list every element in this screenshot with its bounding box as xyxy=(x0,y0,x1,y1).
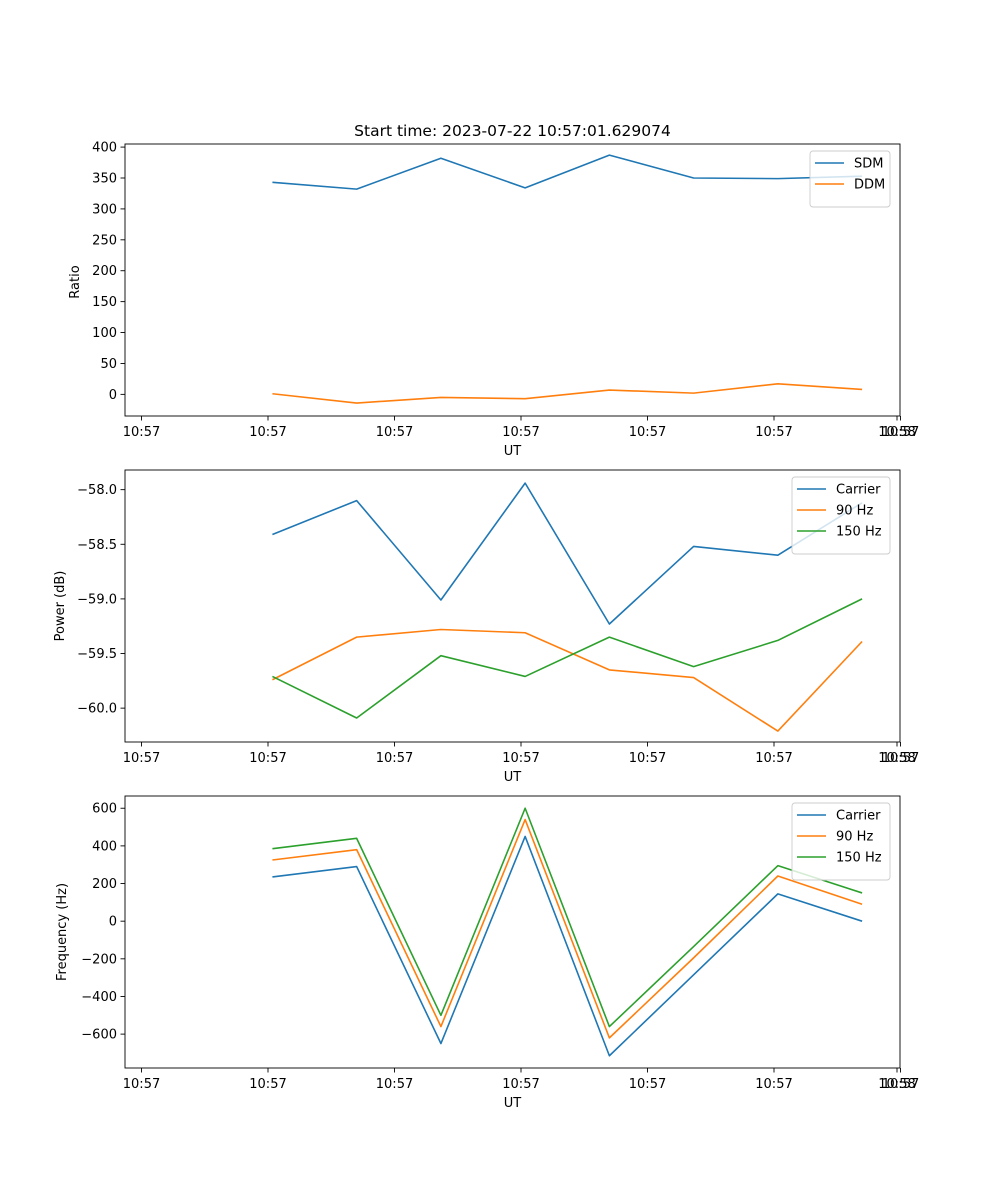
y-tick-label: 150 xyxy=(92,295,117,310)
legend-label-ddm: DDM xyxy=(854,178,885,193)
x-tick-label: 10:57 xyxy=(629,1077,666,1092)
x-tick-label: 10:57 xyxy=(629,751,666,766)
x-tick-label: 10:58 xyxy=(878,1077,915,1092)
x-tick-label: 10:57 xyxy=(249,425,286,440)
x-tick-label: 10:57 xyxy=(502,1077,539,1092)
y-tick-label: −400 xyxy=(81,990,117,1005)
legend-label-150-hz: 150 Hz xyxy=(836,851,882,866)
power-subplot: UT Power (dB) 10:57 10:57 10:57 10:57 10:57 1… xyxy=(53,469,919,785)
x-tick-label: 10:57 xyxy=(376,751,413,766)
x-axis-label: UT xyxy=(504,444,522,459)
x-tick-label: 10:57 xyxy=(882,1077,919,1092)
y-tick-label: −200 xyxy=(81,952,117,967)
x-tick-label: 10:57 xyxy=(629,425,666,440)
x-tick-label: 10:57 xyxy=(249,751,286,766)
y-tick-label: −60.0 xyxy=(77,702,117,717)
series-line-150-hz xyxy=(272,598,863,719)
x-tick-label: 10:57 xyxy=(249,1077,286,1092)
x-tick-label: 10:57 xyxy=(882,751,919,766)
ratio-subplot: UT Ratio 10:57 10:57 10:57 10:57 10:57 10:57 1… xyxy=(68,141,919,459)
x-tick-label: 10:58 xyxy=(878,425,915,440)
y-tick-label: 200 xyxy=(92,264,117,279)
x-tick-label: 10:57 xyxy=(502,425,539,440)
axes-frame xyxy=(124,469,901,743)
legend-box xyxy=(791,802,891,881)
y-tick-label: 0 xyxy=(109,915,117,930)
y-tick-label: 50 xyxy=(100,357,117,372)
y-tick-label: 0 xyxy=(109,388,117,403)
x-tick-label: 10:57 xyxy=(123,1077,160,1092)
series-line-carrier xyxy=(272,482,863,625)
x-tick-label: 10:57 xyxy=(755,1077,792,1092)
x-tick-label: 10:57 xyxy=(882,425,919,440)
legend-label-90-hz: 90 Hz xyxy=(836,830,873,845)
chart-title: Start time: 2023-07-22 10:57:01.629074 xyxy=(354,122,671,140)
y-tick-label: 600 xyxy=(92,802,117,817)
x-tick-label: 10:57 xyxy=(755,751,792,766)
y-axis-label: Frequency (Hz) xyxy=(55,883,70,981)
series-line-carrier xyxy=(272,835,863,1057)
axes-frame xyxy=(124,143,901,417)
y-tick-label: 400 xyxy=(92,839,117,854)
legend-label-sdm: SDM xyxy=(854,157,883,172)
y-tick-label: 400 xyxy=(92,141,117,156)
y-tick-label: −600 xyxy=(81,1028,117,1043)
y-tick-label: −59.5 xyxy=(77,647,117,662)
x-axis-label: UT xyxy=(504,770,522,785)
x-tick-label: 10:57 xyxy=(755,425,792,440)
series-line-150-hz xyxy=(272,807,863,1028)
legend-label-carrier: Carrier xyxy=(836,809,881,824)
legend-label-90-hz: 90 Hz xyxy=(836,504,873,519)
series-line-90-hz xyxy=(272,818,863,1039)
legend-label-carrier: Carrier xyxy=(836,483,881,498)
legend-box xyxy=(809,150,891,208)
x-tick-label: 10:57 xyxy=(376,1077,413,1092)
y-tick-label: 350 xyxy=(92,172,117,187)
axes-frame xyxy=(124,795,901,1069)
x-tick-label: 10:57 xyxy=(376,425,413,440)
series-line-sdm xyxy=(272,154,863,190)
y-axis-label: Power (dB) xyxy=(53,571,68,642)
y-tick-label: −59.0 xyxy=(77,592,117,607)
x-tick-label: 10:57 xyxy=(123,425,160,440)
y-axis-label: Ratio xyxy=(68,265,83,298)
y-tick-label: 200 xyxy=(92,877,117,892)
y-tick-label: −58.0 xyxy=(77,483,117,498)
x-tick-label: 10:58 xyxy=(878,751,915,766)
y-tick-label: 250 xyxy=(92,233,117,248)
x-tick-label: 10:57 xyxy=(123,751,160,766)
frequency-subplot: UT Frequency (Hz) 10:57 10:57 10:57 10:57 10… xyxy=(55,795,919,1111)
y-tick-label: 100 xyxy=(92,326,117,341)
series-line-ddm xyxy=(272,383,863,404)
x-axis-label: UT xyxy=(504,1096,522,1111)
x-tick-label: 10:57 xyxy=(502,751,539,766)
y-tick-label: −58.5 xyxy=(77,538,117,553)
legend-label-150-hz: 150 Hz xyxy=(836,525,882,540)
series-line-90-hz xyxy=(272,628,863,732)
y-tick-label: 300 xyxy=(92,202,117,217)
legend-box xyxy=(791,476,891,555)
